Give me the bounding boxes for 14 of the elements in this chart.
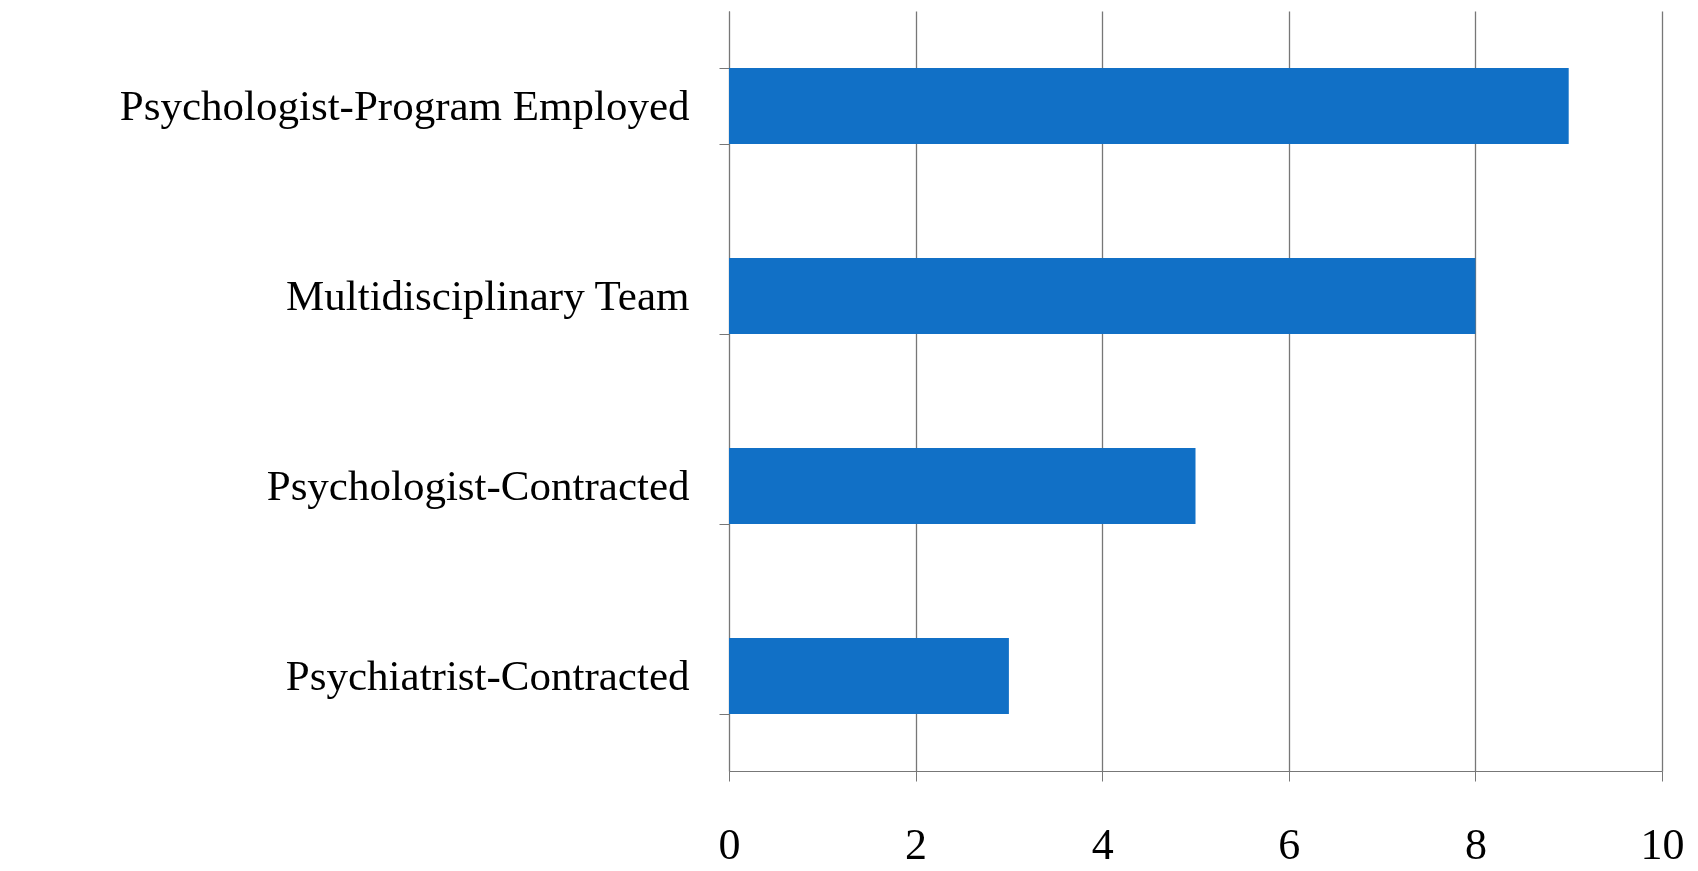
y-tick-label: Psychologist-Contracted <box>266 461 690 509</box>
x-tick-label: 4 <box>1091 819 1114 869</box>
x-tick-label: 0 <box>718 819 741 869</box>
y-tick-label: Psychiatrist-Contracted <box>285 651 690 699</box>
y-tick-label: Multidisciplinary Team <box>286 271 690 319</box>
bar <box>729 448 1196 524</box>
y-tick-label: Psychologist-Program Employed <box>119 81 690 129</box>
bar <box>729 68 1569 144</box>
x-tick-label: 8 <box>1464 819 1487 869</box>
x-tick-label: 2 <box>905 819 928 869</box>
x-tick-label: 6 <box>1278 819 1301 869</box>
bar <box>729 258 1476 334</box>
bar <box>729 638 1009 714</box>
x-tick-label: 10 <box>1640 819 1685 869</box>
